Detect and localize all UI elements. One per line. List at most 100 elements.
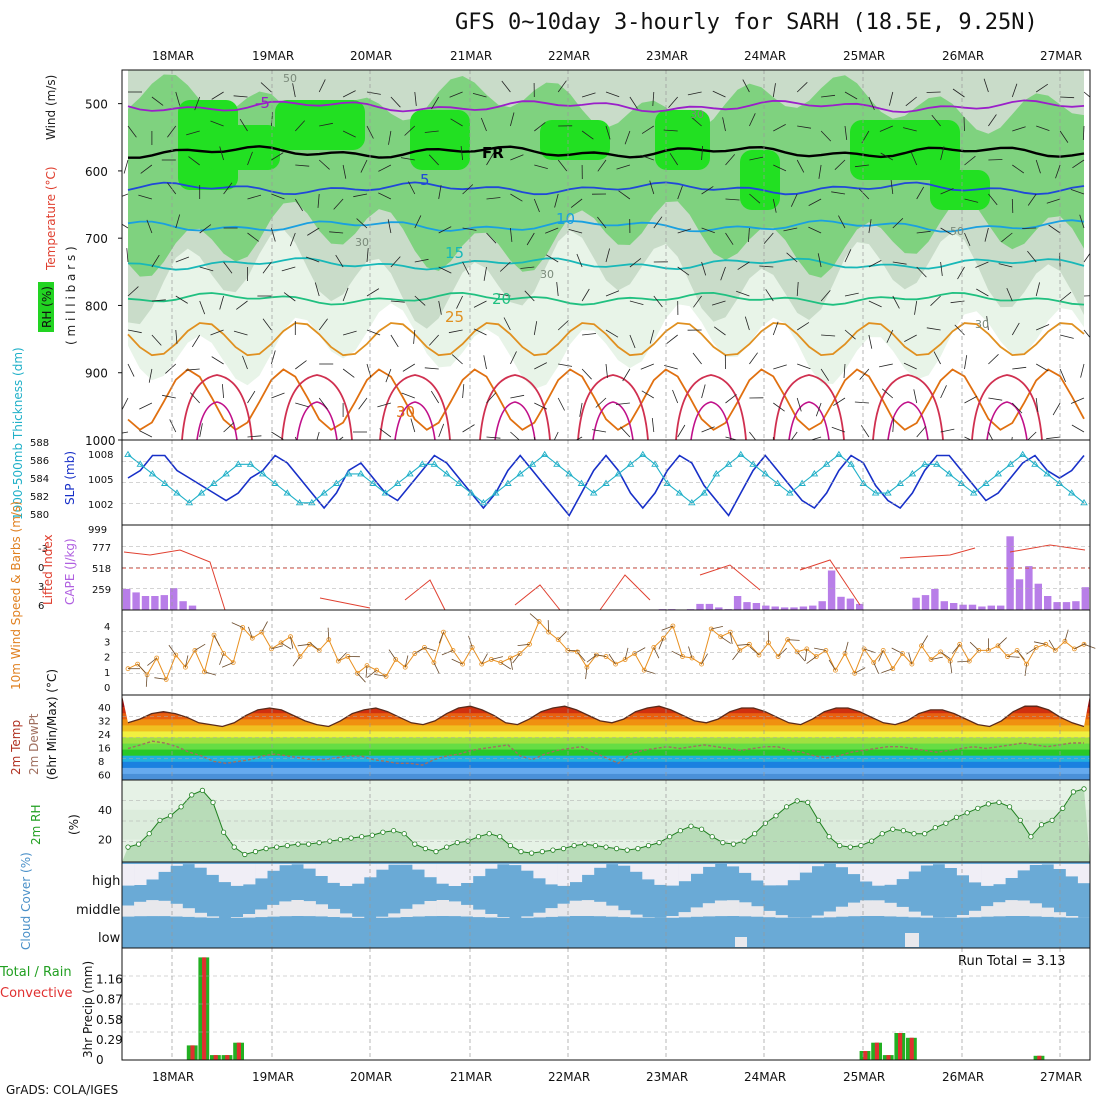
wind-barb (510, 351, 517, 365)
cape-bar (1006, 536, 1014, 610)
rh2m-point (932, 825, 938, 831)
wind-barb (720, 266, 726, 281)
ylabel-precip: 3hr Precip (mm) (81, 961, 95, 1058)
thickness-point (491, 489, 500, 496)
rh2m-point (560, 845, 567, 852)
thickness-point (712, 470, 721, 477)
wind-barb (342, 330, 357, 336)
wind-barb (926, 327, 941, 331)
wind-speed-point (431, 660, 437, 665)
wind-speed-point (756, 652, 762, 658)
thickness-point (1055, 479, 1064, 486)
wind-barb (749, 193, 761, 204)
wind-barb (1036, 125, 1050, 131)
contour-label--5: -5 (255, 94, 270, 112)
cloud-high-cell (472, 864, 486, 877)
ylabel-temp2m: 2m Temp (9, 720, 23, 775)
wind-barb (223, 182, 233, 195)
cloud-level-label: middle (76, 903, 120, 918)
temp-contour-35 (379, 374, 451, 440)
wind-barb (725, 394, 737, 404)
wind-tick-label: 3 (104, 637, 110, 648)
wind-barb (462, 261, 470, 275)
wind-barb (725, 154, 736, 166)
wind-barb (880, 152, 894, 161)
cloud-high-cell (787, 864, 800, 881)
wind-barb (199, 300, 206, 315)
cloud-high-cell (255, 864, 268, 879)
wind-barb (534, 164, 548, 169)
wind-barb (526, 232, 535, 246)
temp-contour-40 (690, 401, 732, 440)
wind-barb (744, 316, 750, 331)
rh2m-point (507, 842, 513, 849)
wind-speed-point (374, 667, 380, 673)
wind-speed-point (880, 648, 886, 653)
wind-barb (175, 214, 181, 229)
cape-bar (1044, 596, 1052, 610)
wind-barb-10m (154, 677, 167, 680)
date-label-bottom: 21MAR (450, 1070, 492, 1084)
wind-barb (379, 428, 392, 438)
wind-barb (510, 154, 524, 161)
wind-barb (366, 288, 380, 297)
cloud-mid-cell (230, 917, 244, 918)
wind-barb (366, 125, 374, 139)
thickness-point (393, 479, 402, 486)
wind-barb (533, 436, 536, 440)
wind-speed-point (900, 651, 905, 656)
wind-barb-10m (221, 662, 234, 668)
rh2m-point (571, 842, 577, 849)
rh2m-fill (122, 788, 1090, 862)
cloud-mid-cell (533, 912, 546, 918)
cloud-high-cell (920, 864, 933, 866)
cloud-high-cell (799, 864, 812, 873)
wind-barb (294, 198, 304, 212)
cape-bar (968, 604, 977, 610)
thickness-point (920, 460, 929, 467)
wind-barb (356, 218, 368, 229)
temp-contour-35 (181, 374, 253, 440)
wind-speed-point (775, 654, 781, 659)
cape-bar (856, 603, 864, 610)
rh2m-point (1081, 786, 1087, 792)
contour-label-25: 25 (445, 308, 464, 326)
wind-barb (510, 112, 515, 127)
ylabel-rh2m: 2m RH (29, 805, 43, 846)
wind-speed-point (1072, 646, 1077, 652)
thickness-point (1043, 470, 1051, 477)
wind-barb (677, 185, 683, 200)
wind-speed-point (699, 661, 704, 667)
wind-barb (904, 334, 917, 342)
wind-barb (486, 152, 495, 166)
dewpoint-line (127, 740, 1084, 766)
wind-barb (666, 334, 678, 344)
thickness-point (246, 460, 255, 467)
wind-barb (429, 334, 439, 346)
wind-barb (1001, 232, 1013, 243)
cloud-mid-cell (811, 915, 825, 918)
rh2m-point (805, 799, 811, 806)
cloud-mid-cell (194, 912, 207, 918)
rh2m-tick-label: 20 (98, 834, 112, 847)
wind-barb (838, 215, 846, 229)
wind-barb (414, 295, 426, 306)
cloud-mid-cell (327, 908, 341, 917)
wind-barb (940, 428, 955, 433)
wind-barb (868, 300, 882, 308)
wind-barb (605, 290, 620, 297)
wind-barb (520, 266, 535, 269)
cloud-mid-cell (436, 900, 449, 916)
ylabel-temperature: Temperature (°C) (44, 166, 58, 271)
cape-bar (950, 603, 958, 610)
thickness-point (540, 450, 549, 458)
thickness-point (798, 479, 806, 486)
wind-barb (342, 130, 356, 138)
cape-bar (715, 607, 723, 610)
cloud-mid-cell (727, 900, 740, 916)
wind-barb (783, 227, 798, 232)
temp-contour-40 (788, 401, 830, 440)
thickness-point (700, 489, 708, 496)
cape-tick-label: 259 (92, 585, 111, 596)
wind-barb (496, 293, 511, 297)
